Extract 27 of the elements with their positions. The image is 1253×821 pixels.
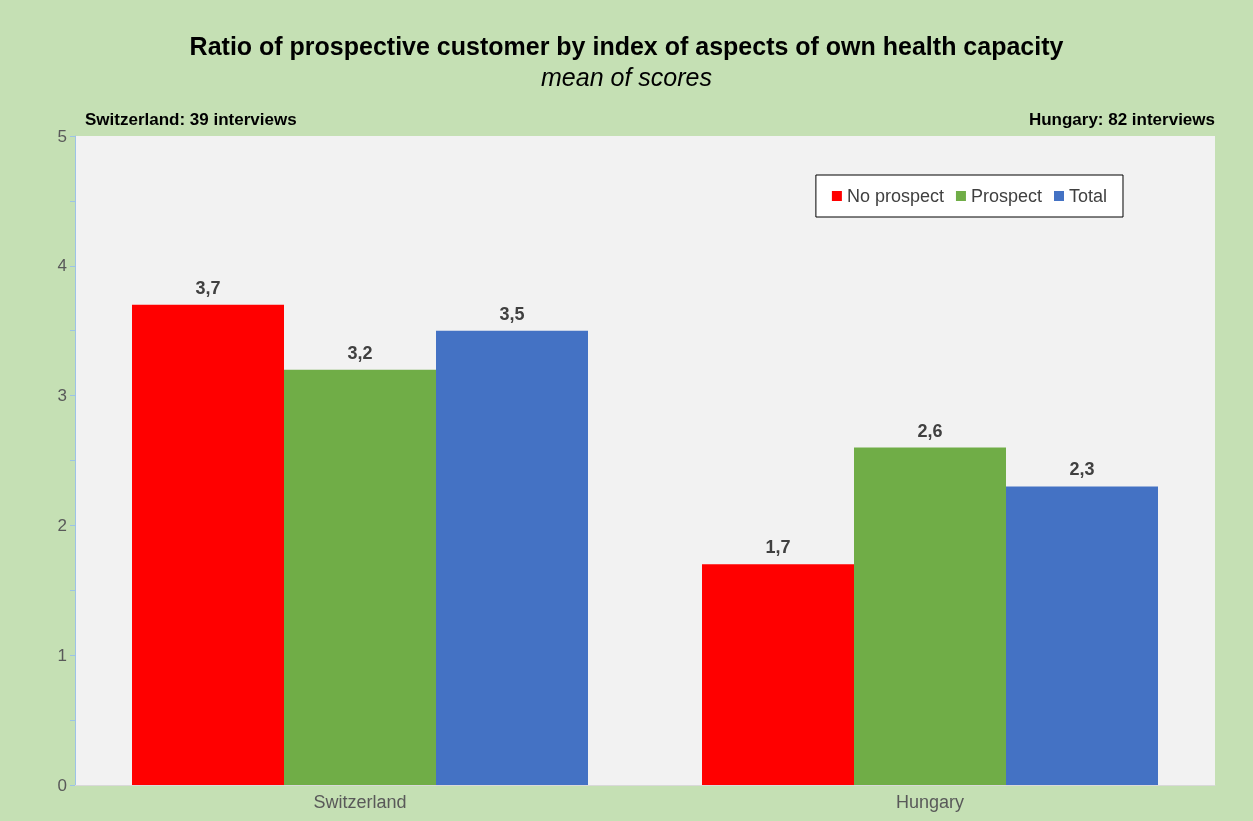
y-tick-label: 4 [57, 256, 67, 276]
bar [132, 304, 284, 785]
data-label: 1,7 [765, 537, 791, 558]
bar [436, 330, 588, 785]
text: Hungary: 82 interviews [1028, 110, 1215, 129]
y-tick-label: 1 [57, 645, 67, 665]
data-label: 3,5 [499, 303, 525, 324]
chart-title: Ratio of prospective customer by index of aspects of own health capacity [189, 31, 1064, 60]
x-tick-label: Switzerland [313, 792, 407, 812]
bar [702, 564, 854, 785]
y-tick-label: 3 [57, 386, 67, 406]
y-tick-label: 5 [57, 126, 67, 146]
bar [854, 447, 1006, 785]
y-tick-label: 2 [57, 515, 67, 535]
legend-label: Total [1068, 186, 1108, 206]
text: Switzerland: 39 interviews [85, 110, 297, 129]
bar [1006, 486, 1158, 785]
data-label: 2,3 [1069, 459, 1095, 480]
legend-label: No prospect [846, 186, 944, 206]
y-tick-label: 0 [57, 775, 67, 795]
bar [284, 369, 436, 785]
legend-label: Prospect [970, 186, 1042, 206]
data-label: 3,7 [195, 277, 221, 298]
chart-subtitle: mean of scores [541, 62, 712, 91]
data-label: 2,6 [917, 420, 943, 441]
data-label: 3,2 [347, 342, 373, 363]
x-tick-label: Hungary [895, 792, 965, 812]
